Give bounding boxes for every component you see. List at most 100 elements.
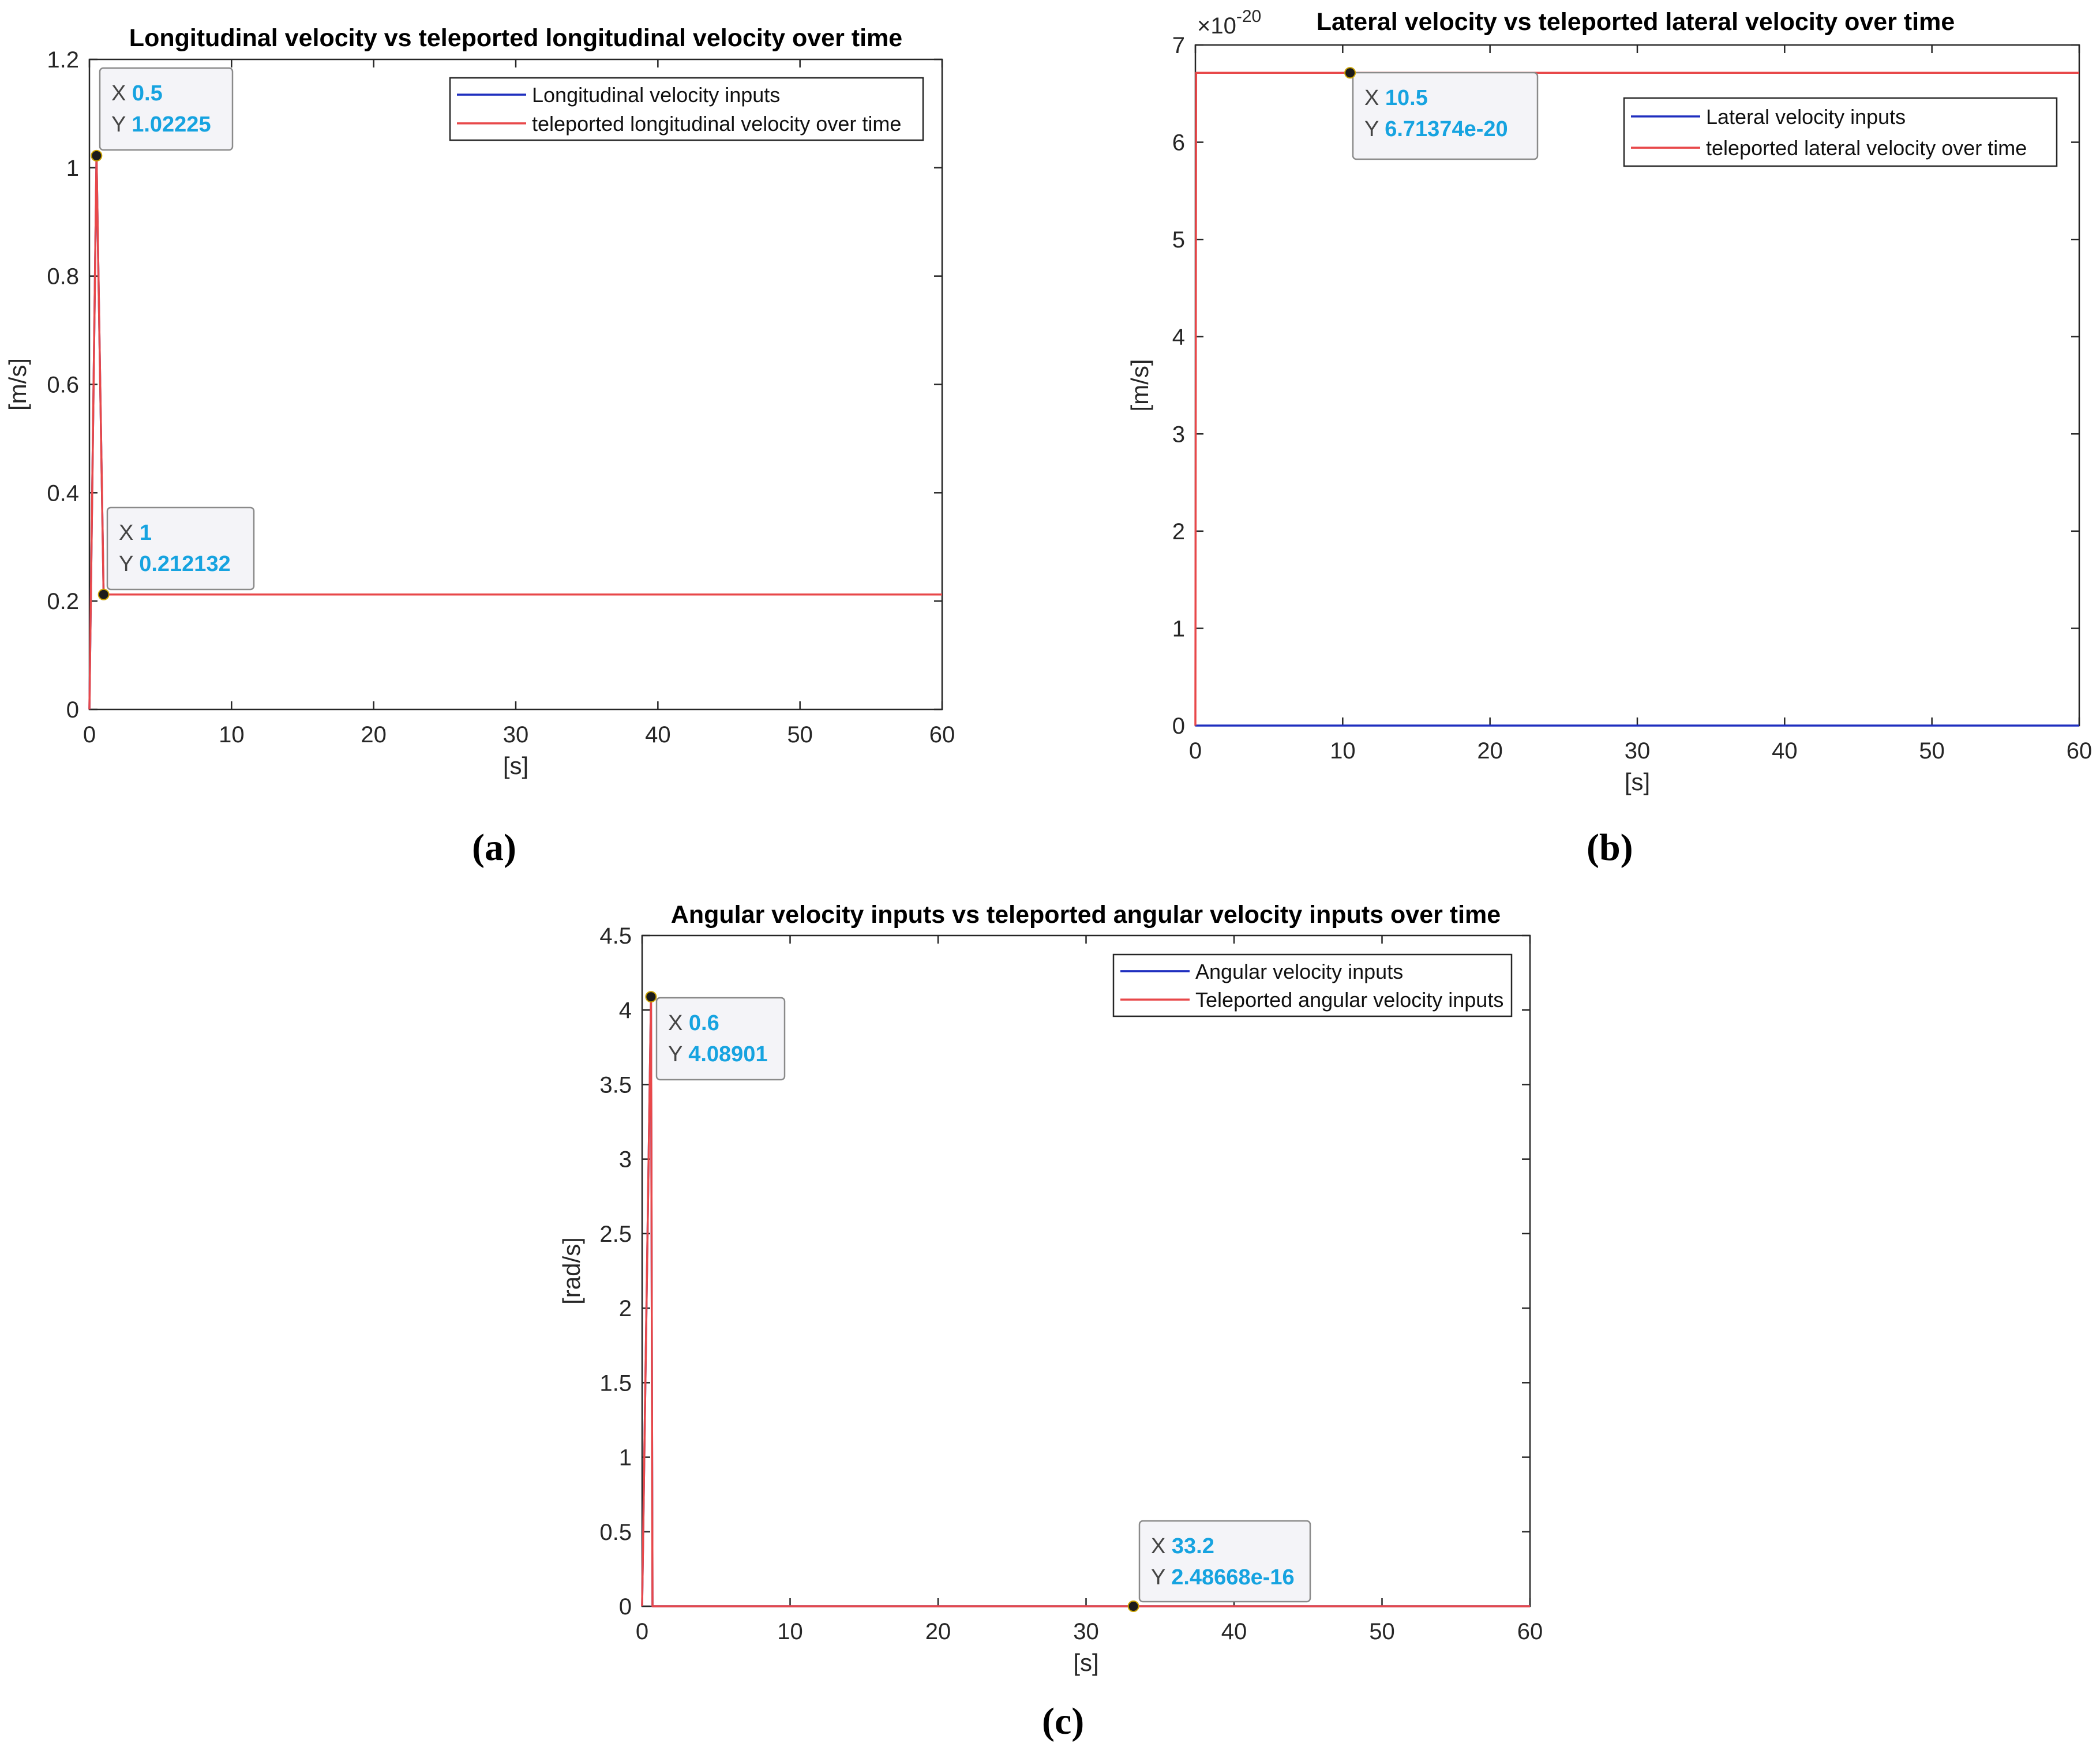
y-axis-label: [m/s] — [4, 358, 31, 411]
datatip-y: Y 6.71374e-20 — [1364, 117, 1508, 141]
datatip-box — [1352, 72, 1539, 160]
x-tick-label: 50 — [1919, 738, 1945, 764]
datatip-marker — [91, 149, 103, 161]
datatip-y-value: 2.48668e-16 — [1171, 1565, 1294, 1590]
datatip-box — [655, 997, 786, 1081]
x-tick-label: 50 — [1369, 1619, 1395, 1644]
y-axis-exponent: ×10-20 — [1197, 7, 1261, 39]
legend-entry: Teleported angular velocity inputs — [1195, 988, 1503, 1012]
y-axis-exponent-power: -20 — [1236, 7, 1261, 26]
plot-area — [88, 58, 943, 711]
datatip-x-value: 0.5 — [132, 81, 163, 106]
y-tick-label: 2 — [1172, 519, 1185, 544]
chart-c: 0 10 20 30 40 50 60 0 0.5 1 1.5 2 2.5 3 3.5 4 4.5 Angular… — [558, 901, 1543, 1676]
datatip-y-value: 4.08901 — [688, 1042, 767, 1066]
y-tick-label: 0 — [1172, 713, 1185, 739]
chart-title: Lateral velocity vs teleported lateral v… — [1317, 8, 1955, 36]
datatip-y: Y 2.48668e-16 — [1151, 1565, 1295, 1590]
plot-area — [641, 934, 1531, 1607]
series-line-teleported — [1194, 72, 2079, 726]
x-tick-label: 0 — [83, 722, 96, 747]
datatip-box — [1138, 1520, 1311, 1603]
datatip-x: X 0.5 — [111, 81, 163, 106]
y-tick-label: 1 — [619, 1445, 632, 1471]
y-tick-label: 4 — [619, 998, 632, 1023]
x-tick-label: 40 — [645, 722, 671, 747]
y-tick-label: 0.6 — [47, 373, 79, 398]
x-tick-label: 50 — [787, 722, 813, 747]
x-tick-label: 0 — [636, 1619, 648, 1644]
y-tick-label: 7 — [1172, 33, 1185, 58]
y-tick-label: 0 — [619, 1594, 632, 1620]
panel-label-c: (c) — [1042, 1700, 1085, 1742]
datatip-marker — [1127, 1601, 1139, 1612]
series-line-teleported — [88, 155, 942, 710]
panel-label-a: (a) — [472, 826, 516, 869]
datatip-x: X 1 — [119, 521, 152, 545]
x-tick-label: 40 — [1772, 738, 1798, 764]
datatip-x-value: 10.5 — [1385, 86, 1428, 110]
y-tick-label: 2 — [619, 1296, 632, 1321]
y-tick-label: 4.5 — [599, 923, 632, 949]
x-tick-label: 20 — [361, 722, 387, 747]
datatip-marker — [1344, 67, 1356, 79]
y-tick-label: 3.5 — [599, 1072, 632, 1098]
y-axis-label: [rad/s] — [558, 1237, 585, 1305]
x-tick-label: 20 — [925, 1619, 951, 1644]
legend-box — [1623, 97, 2058, 167]
y-tick-label: 0 — [66, 697, 79, 723]
datatip-x-value: 0.6 — [689, 1011, 719, 1035]
datatip-x-value: 33.2 — [1172, 1534, 1214, 1558]
y-tick-label: 1.5 — [599, 1370, 632, 1396]
y-tick-label: 3 — [619, 1147, 632, 1173]
y-tick-label: 0.4 — [47, 480, 79, 506]
x-axis-label: [s] — [1625, 768, 1650, 795]
y-tick-label: 5 — [1172, 227, 1185, 253]
datatip-y-value: 6.71374e-20 — [1385, 117, 1507, 141]
x-tick-label: 30 — [1625, 738, 1651, 764]
datatip-box — [99, 67, 234, 151]
datatip-x: X 0.6 — [668, 1011, 719, 1035]
legend-box — [449, 77, 924, 141]
y-tick-label: 0.2 — [47, 589, 79, 614]
x-tick-label: 60 — [1517, 1619, 1543, 1644]
x-tick-label: 0 — [1189, 738, 1202, 764]
x-tick-label: 10 — [219, 722, 245, 747]
y-tick-label: 1.2 — [47, 47, 79, 73]
y-tick-label: 3 — [1172, 422, 1185, 447]
y-tick-label: 1 — [1172, 616, 1185, 641]
datatip-y-value: 1.02225 — [132, 112, 211, 137]
datatip-y-value: 0.212132 — [139, 552, 231, 576]
legend-entry: Longitudinal velocity inputs — [532, 83, 780, 107]
legend-entry: Lateral velocity inputs — [1706, 105, 1906, 129]
datatip-x-value: 1 — [140, 521, 152, 545]
y-tick-label: 4 — [1172, 325, 1185, 350]
y-tick-label: 0.5 — [599, 1520, 632, 1545]
chart-title: Longitudinal velocity vs teleported long… — [129, 24, 902, 52]
datatip-y: Y 4.08901 — [668, 1042, 768, 1066]
chart-a: 0 10 20 30 40 50 60 0 0.2 0.4 0.6 0.8 1 1.2 Longitudin… — [4, 24, 955, 779]
datatip-y: Y 1.02225 — [111, 112, 211, 137]
datatip-x: X 10.5 — [1364, 86, 1428, 110]
x-tick-label: 10 — [1330, 738, 1356, 764]
panel-label-b: (b) — [1587, 826, 1633, 869]
chart-b: 0 10 20 30 40 50 60 0 1 2 3 4 5 6 7 ×10-20 Lateral veloc… — [1126, 7, 2092, 795]
y-tick-label: 6 — [1172, 130, 1185, 156]
datatip-box — [106, 506, 255, 591]
datatip-marker — [645, 991, 657, 1003]
y-tick-label: 2.5 — [599, 1222, 632, 1247]
chart-title: Angular velocity inputs vs teleported an… — [671, 901, 1501, 929]
x-tick-label: 30 — [503, 722, 529, 747]
y-tick-label: 1 — [66, 156, 79, 181]
x-axis-label: [s] — [1073, 1649, 1098, 1676]
x-tick-label: 30 — [1073, 1619, 1099, 1644]
x-tick-label: 40 — [1221, 1619, 1247, 1644]
x-tick-label: 60 — [2067, 738, 2092, 764]
datatip-y: Y 0.212132 — [119, 552, 231, 576]
legend-box — [1112, 953, 1513, 1017]
y-axis-label: [m/s] — [1126, 359, 1153, 412]
legend-entry: teleported longitudinal velocity over ti… — [532, 112, 901, 136]
x-tick-label: 20 — [1477, 738, 1503, 764]
legend-entry: Angular velocity inputs — [1195, 960, 1403, 983]
